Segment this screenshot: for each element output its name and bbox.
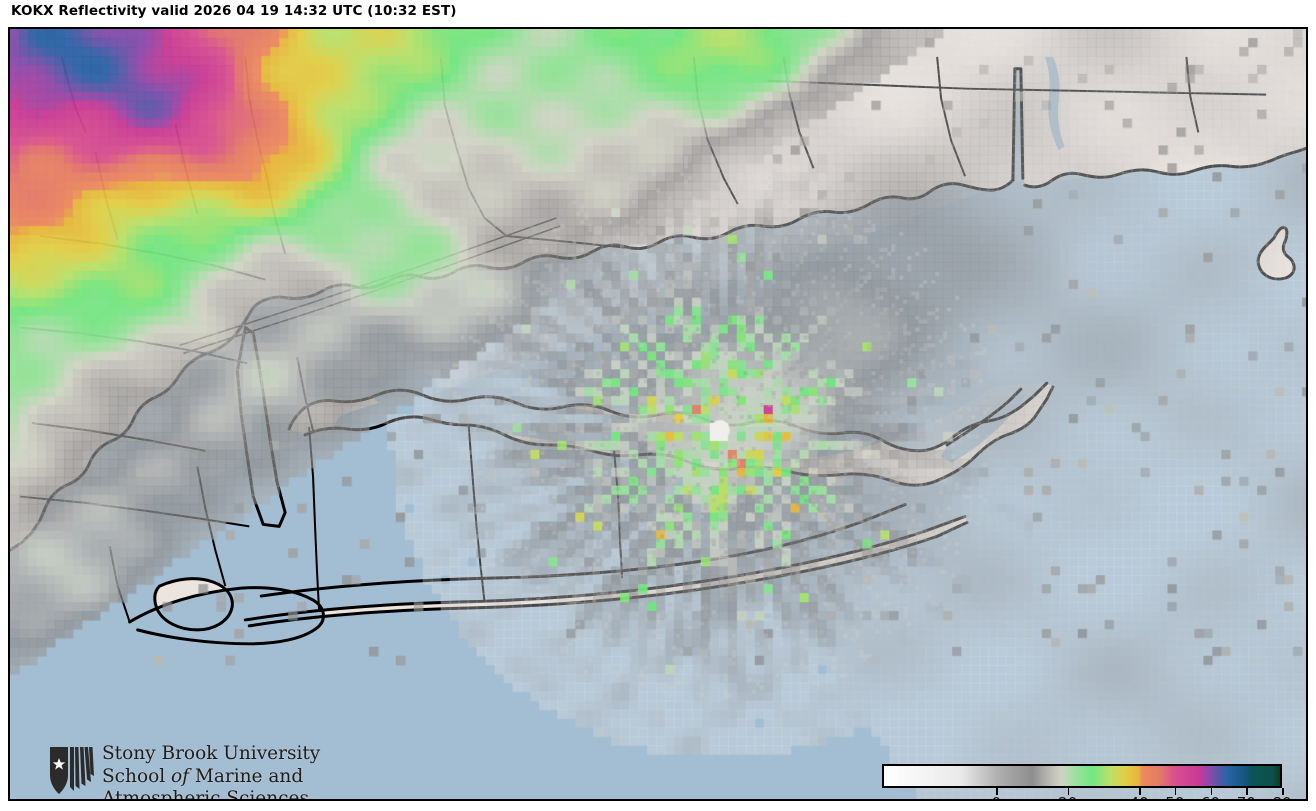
reflectivity-colorbar[interactable]: 0 20 40 50 60 70 80 [874, 756, 1292, 799]
colorbar-tick-label: 70 [1237, 794, 1256, 799]
page-title: KOKX Reflectivity valid 2026 04 19 14:32… [11, 3, 457, 19]
colorbar-tick [1139, 788, 1141, 795]
colorbar-tick-label: 50 [1165, 794, 1184, 799]
radar-map-frame[interactable]: Stony Brook University School of Marine … [8, 27, 1308, 801]
basemap-layer [10, 29, 1306, 799]
colorbar-tick [1174, 788, 1177, 795]
colorbar-tick-label: 60 [1201, 794, 1220, 799]
colorbar-tick-label: 20 [1058, 794, 1077, 799]
colorbar-tick [996, 788, 998, 795]
colorbar-tick [1067, 788, 1070, 795]
colorbar-tick [1246, 788, 1248, 795]
colorbar-tick [1210, 788, 1213, 795]
colorbar-gradient [884, 766, 1280, 786]
colorbar-tick [1282, 788, 1284, 795]
colorbar-tick-labels: 0 20 40 50 60 70 80 [874, 794, 1292, 799]
colorbar-tick-label: 80 [1272, 794, 1291, 799]
colorbar-ticks [882, 788, 1284, 796]
colorbar-gradient-box [882, 764, 1282, 788]
colorbar-tick-label: 0 [992, 794, 1002, 799]
colorbar-tick-label: 40 [1130, 794, 1149, 799]
